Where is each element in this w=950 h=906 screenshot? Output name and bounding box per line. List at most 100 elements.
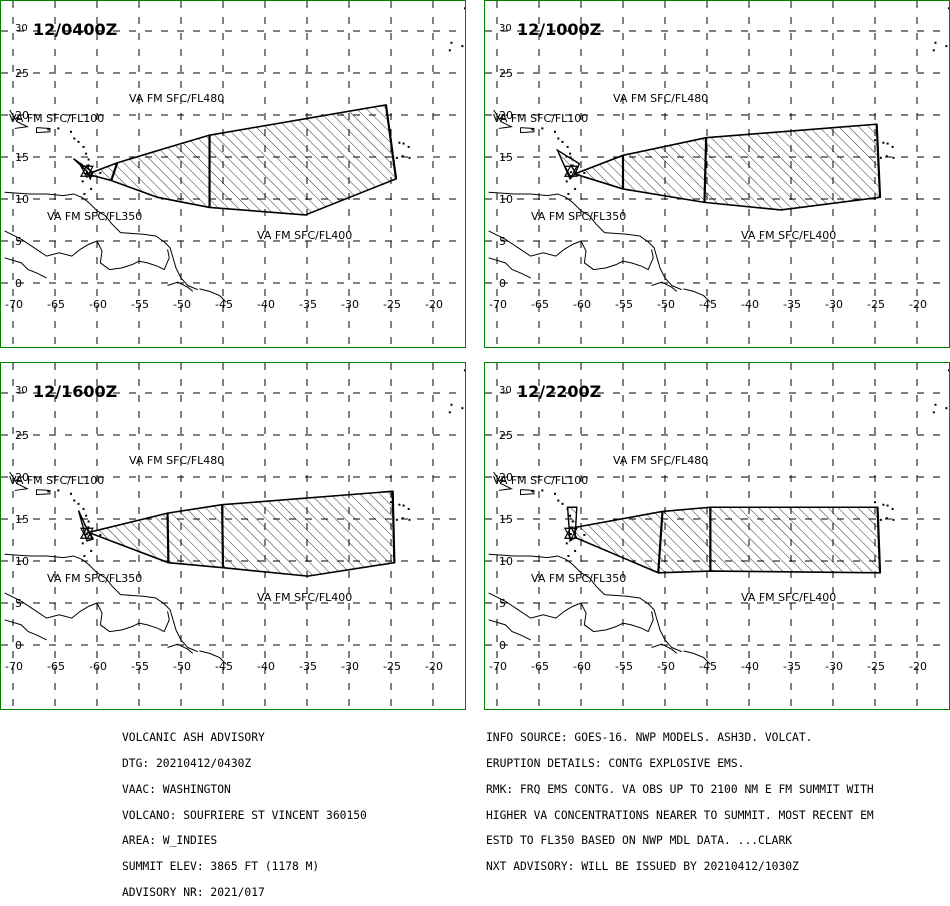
island-dot (531, 490, 534, 493)
lon-tick-label: -25 (383, 660, 401, 673)
advisory-info-source: INFO SOURCE: GOES-16. NWP MODELS. ASH3D.… (486, 731, 813, 745)
island-dot (945, 45, 948, 48)
island-dot (882, 503, 885, 506)
lat-tick-label: 20 (15, 109, 29, 122)
lon-tick-label: -70 (5, 298, 23, 311)
coastline (36, 127, 51, 134)
layer-label-fl350: VA FM SFC/FL350 (531, 210, 626, 223)
island-dot (947, 7, 949, 10)
layer-label-fl480: VA FM SFC/FL480 (613, 454, 708, 467)
layer-label-fl400: VA FM SFC/FL400 (741, 591, 836, 604)
lon-tick-label: -60 (89, 660, 107, 673)
coastline (683, 288, 711, 303)
lon-tick-label: -35 (299, 660, 317, 673)
lon-tick-label: -45 (215, 660, 233, 673)
lat-tick-label: 25 (499, 67, 513, 80)
island-dot (565, 180, 568, 183)
island-dot (561, 140, 564, 143)
island-dot (567, 554, 570, 557)
ash-cloud-polygon (574, 506, 881, 574)
lat-tick-label: 10 (499, 193, 513, 206)
lat-tick-label: 25 (15, 429, 29, 442)
lat-tick-label: 30 (499, 23, 512, 34)
forecast-panel-0400z: -70 -65 -60 -55 -50 -45 -40 -35 -30 -25 -20 0 5 10 15 2… (0, 0, 466, 348)
lon-tick-label: -45 (699, 298, 717, 311)
island-dot (408, 156, 411, 159)
coastline (4, 592, 170, 633)
advisory-remark-1: RMK: FRQ EMS CONTG. VA OBS UP TO 2100 NM… (486, 782, 874, 796)
lon-tick-label: -20 (909, 660, 927, 673)
advisory-vaac: VAAC: WASHINGTON (122, 782, 231, 796)
coastline (4, 230, 170, 271)
advisory-remark-2: HIGHER VA CONCENTRATIONS NEARER TO SUMMI… (486, 808, 874, 822)
island-dot (567, 192, 570, 195)
island-dot (557, 137, 560, 140)
lat-tick-label: 15 (499, 151, 513, 164)
island-dot (947, 369, 949, 372)
layer-label-fl350: VA FM SFC/FL350 (47, 572, 142, 585)
advisory-eruption-details: ERUPTION DETAILS: CONTG EXPLOSIVE EMS. (486, 756, 745, 770)
lon-tick-label: -30 (825, 298, 843, 311)
island-dot (892, 518, 895, 521)
island-dot (47, 128, 50, 131)
ash-cloud-polygon (574, 123, 881, 211)
island-dot (879, 156, 882, 159)
lat-tick-label: 0 (15, 639, 22, 652)
lat-tick-label: 30 (15, 23, 28, 34)
ash-layer-divider (657, 511, 664, 573)
island-dot (553, 130, 556, 133)
island-dot (886, 142, 889, 145)
island-dot (82, 507, 85, 510)
lon-tick-label: -20 (425, 660, 443, 673)
island-dot (395, 518, 398, 521)
coastline (9, 109, 29, 129)
volcano-icon (563, 165, 578, 179)
island-dot (945, 407, 948, 410)
lon-tick-label: -60 (89, 298, 107, 311)
lon-tick-label: -50 (173, 298, 191, 311)
lat-tick-label: 5 (15, 597, 22, 610)
lon-tick-label: -55 (615, 298, 633, 311)
coastline (488, 553, 682, 653)
island-dot (541, 489, 544, 492)
lon-tick-label: -40 (257, 298, 275, 311)
island-dot (407, 507, 410, 510)
island-dot (885, 155, 888, 158)
advisory-area: AREA: W_INDIES (122, 834, 218, 848)
island-dot (934, 403, 937, 406)
lon-tick-label: -55 (131, 298, 149, 311)
coastline (493, 109, 513, 129)
coastline (488, 191, 682, 291)
island-dot (57, 489, 60, 492)
island-dot (87, 164, 90, 167)
lon-tick-label: -55 (131, 660, 149, 673)
coastline (4, 257, 47, 279)
island-dot (874, 501, 876, 504)
island-dot (461, 45, 464, 48)
island-dot (466, 47, 467, 49)
layer-label-fl100: VA FM SFC/FL100 (9, 112, 104, 125)
layer-label-fl480: VA FM SFC/FL480 (129, 92, 224, 105)
lat-tick-label: 0 (499, 639, 506, 652)
lon-tick-label: -65 (531, 660, 549, 673)
forecast-panel-1600z: -70 -65 -60 -55 -50 -45 -40 -35 -30 -25 -20 0 5 10 15 2… (0, 362, 466, 710)
lon-tick-label: -30 (341, 660, 359, 673)
island-dot (395, 156, 398, 159)
island-dot (83, 554, 86, 557)
volcano-icon (79, 165, 94, 179)
island-dot (57, 127, 60, 130)
lat-tick-label: 0 (499, 277, 506, 290)
lon-tick-label: -70 (489, 298, 507, 311)
volcano-icon (563, 527, 578, 541)
advisory-details-block: INFO SOURCE: GOES-16. NWP MODELS. ASH3D.… (486, 717, 874, 880)
island-dot (886, 504, 889, 507)
island-dot (90, 187, 93, 190)
island-dot (932, 411, 935, 414)
island-dot (87, 158, 90, 161)
island-dot (882, 141, 885, 144)
lat-tick-label: 20 (499, 109, 513, 122)
forecast-time-label: 12/1000Z (517, 20, 601, 39)
ash-layer-divider (876, 507, 882, 573)
lat-tick-label: 25 (15, 67, 29, 80)
island-dot (463, 369, 465, 372)
